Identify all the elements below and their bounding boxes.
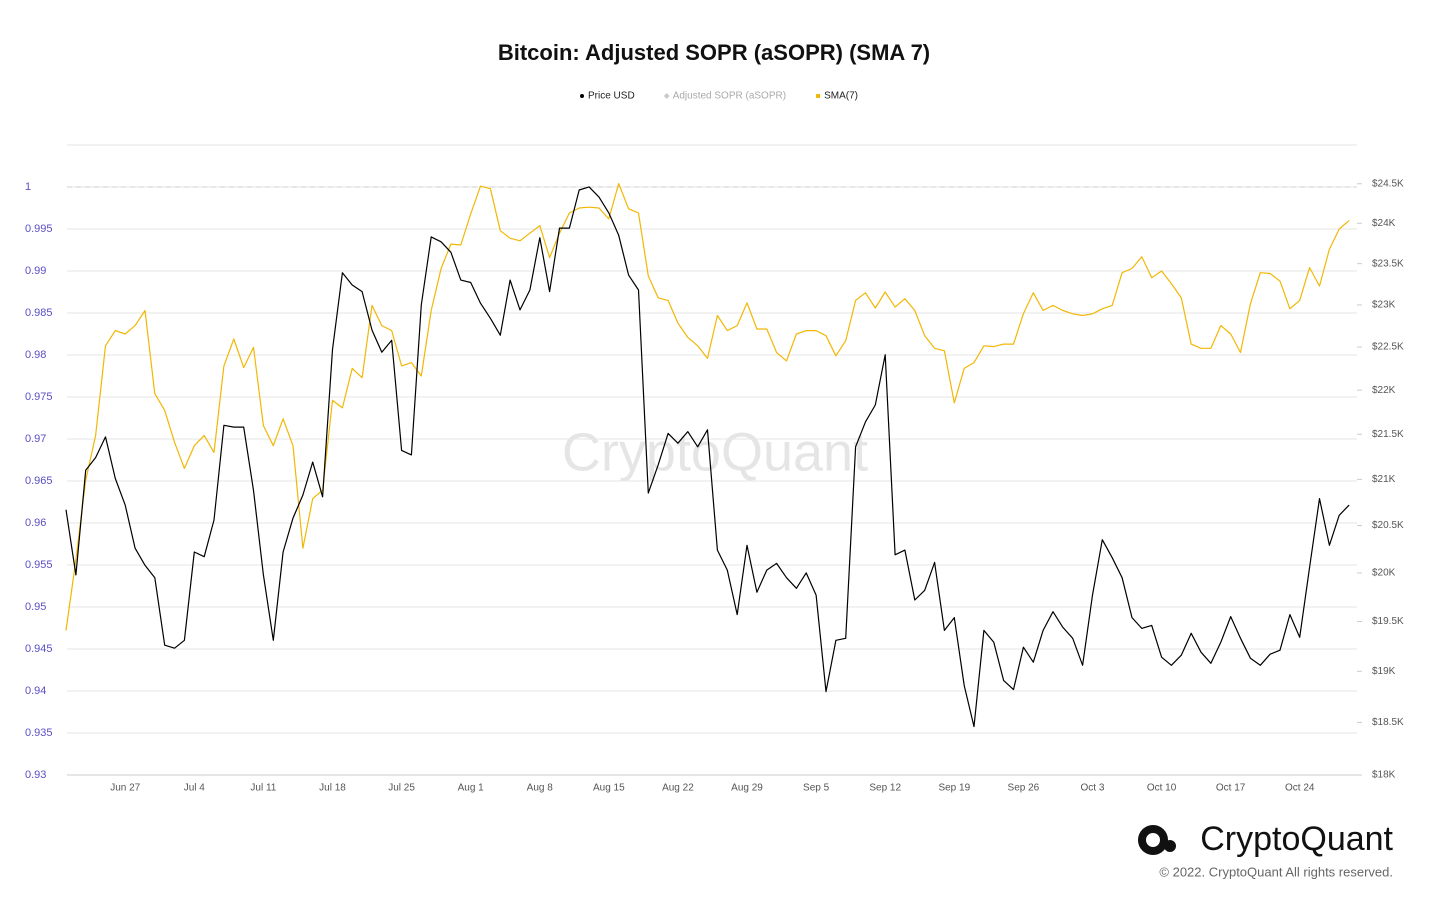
y-tick-label: 0.995 bbox=[25, 223, 53, 235]
watermark: CryptoQuant bbox=[562, 422, 868, 482]
y-tick-label: 0.98 bbox=[25, 349, 46, 361]
copyright: © 2022. CryptoQuant All rights reserved. bbox=[1159, 864, 1393, 879]
x-tick-label: Oct 3 bbox=[1081, 783, 1105, 794]
y2-tick-label: $23K bbox=[1372, 300, 1396, 311]
y-tick-label: 0.94 bbox=[25, 685, 46, 697]
series-line bbox=[65, 186, 1350, 728]
logo-dot bbox=[1164, 840, 1176, 852]
y2-tick-label: $18.5K bbox=[1372, 717, 1404, 728]
y-tick-label: 0.985 bbox=[25, 307, 53, 319]
x-tick-label: Jun 27 bbox=[110, 783, 140, 794]
chart-title: Bitcoin: Adjusted SOPR (aSOPR) (SMA 7) bbox=[498, 40, 930, 65]
y2-tick-label: $22.5K bbox=[1372, 342, 1404, 353]
y-tick-label: 0.975 bbox=[25, 391, 53, 403]
logo-icon bbox=[1138, 825, 1168, 855]
y2-tick-label: $24K bbox=[1372, 218, 1396, 229]
y2-tick-label: $18K bbox=[1372, 770, 1396, 781]
legend-marker bbox=[663, 93, 670, 99]
x-tick-label: Oct 17 bbox=[1216, 783, 1246, 794]
legend-label: Price USD bbox=[588, 91, 635, 102]
y-tick-label: 0.965 bbox=[25, 475, 53, 487]
brand-logo: CryptoQuant bbox=[1138, 820, 1394, 858]
y-tick-label: 0.93 bbox=[25, 769, 46, 781]
x-tick-label: Jul 18 bbox=[319, 783, 346, 794]
x-tick-label: Aug 15 bbox=[593, 783, 625, 794]
x-tick-label: Aug 22 bbox=[662, 783, 694, 794]
y-tick-label: 0.97 bbox=[25, 433, 46, 445]
legend-marker bbox=[580, 94, 584, 98]
x-tick-label: Sep 5 bbox=[803, 783, 830, 794]
legend-label: Adjusted SOPR (aSOPR) bbox=[673, 91, 786, 102]
legend: Price USD Adjusted SOPR (aSOPR) SMA(7) bbox=[580, 91, 858, 102]
x-tick-label: Jul 25 bbox=[388, 783, 415, 794]
brand-name: CryptoQuant bbox=[1200, 820, 1393, 858]
y-tick-label: 0.95 bbox=[25, 601, 46, 613]
y-tick-label: 0.955 bbox=[25, 559, 53, 571]
y-tick-label: 0.945 bbox=[25, 643, 53, 655]
x-tick-label: Jul 11 bbox=[250, 783, 276, 794]
y-tick-label: 0.99 bbox=[25, 265, 46, 277]
legend-item: SMA(7) bbox=[816, 91, 858, 102]
y-tick-label: 0.96 bbox=[25, 517, 46, 529]
legend-item: Price USD bbox=[580, 91, 635, 102]
y2-tick-label: $19K bbox=[1372, 666, 1396, 677]
series-line bbox=[65, 183, 1350, 631]
x-tick-label: Oct 10 bbox=[1147, 783, 1177, 794]
y2-tick-label: $20K bbox=[1372, 568, 1396, 579]
y2-tick-label: $24.5K bbox=[1372, 178, 1404, 189]
x-tick-label: Aug 1 bbox=[458, 783, 485, 794]
y2-tick-label: $23.5K bbox=[1372, 258, 1404, 269]
x-tick-label: Sep 19 bbox=[938, 783, 970, 794]
y2-tick-label: $19.5K bbox=[1372, 616, 1404, 627]
legend-label: SMA(7) bbox=[824, 91, 858, 102]
x-tick-label: Aug 8 bbox=[527, 783, 554, 794]
legend-marker bbox=[816, 94, 821, 98]
y2-tick-label: $22K bbox=[1372, 385, 1396, 396]
y2-tick-label: $21.5K bbox=[1372, 429, 1404, 440]
x-tick-label: Sep 26 bbox=[1008, 783, 1040, 794]
x-tick-label: Oct 24 bbox=[1285, 783, 1315, 794]
x-tick-label: Aug 29 bbox=[731, 783, 763, 794]
y-tick-label: 0.935 bbox=[25, 727, 53, 739]
x-tick-label: Sep 12 bbox=[869, 783, 901, 794]
y2-tick-label: $21K bbox=[1372, 474, 1396, 485]
legend-item: Adjusted SOPR (aSOPR) bbox=[663, 91, 786, 102]
y2-tick-label: $20.5K bbox=[1372, 520, 1404, 531]
y-tick-label: 1 bbox=[25, 181, 31, 193]
x-tick-label: Jul 4 bbox=[184, 783, 206, 794]
